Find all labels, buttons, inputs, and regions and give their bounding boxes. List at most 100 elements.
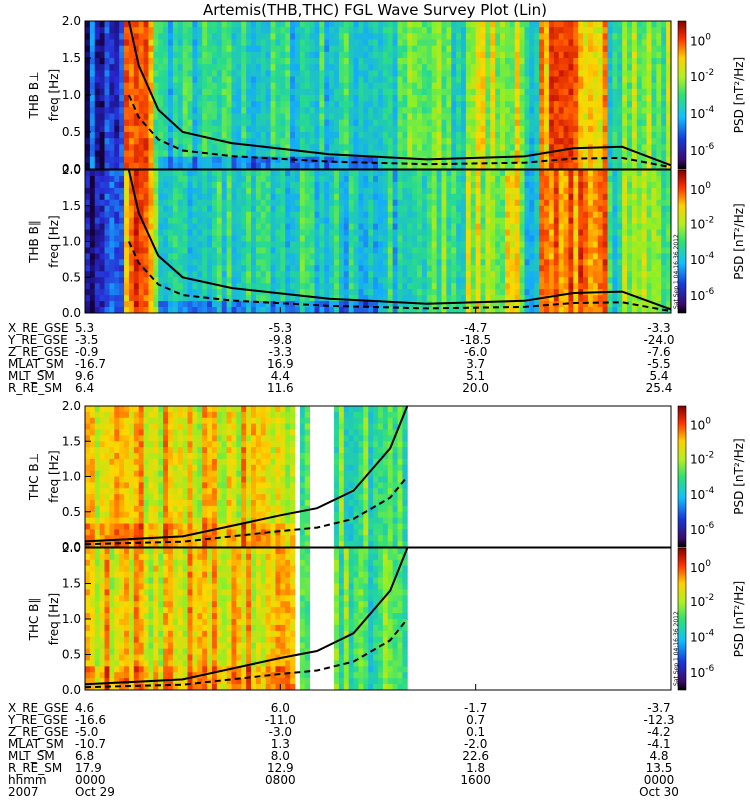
spectrogram-cell [109,150,115,158]
spectrogram-cell [168,253,174,260]
spectrogram-cell [231,217,237,225]
spectrogram-cell [421,199,428,207]
spectrogram-cell [387,283,394,290]
spectrogram-cell [128,265,135,272]
spectrogram-cell [363,247,369,254]
spectrogram-cell [319,217,325,225]
spectrogram-cell [294,144,301,151]
spectrogram-cell [627,33,633,40]
spectrogram-cell [558,27,564,34]
spectrogram-cell [231,211,237,219]
spectrogram-cell [407,45,413,53]
spectrogram-cell [172,193,179,201]
spectrogram-cell [544,39,550,47]
spectrogram-cell [382,39,389,47]
spectrogram-cell [182,95,188,102]
spectrogram-cell [319,125,325,133]
spectrogram-cell [490,277,496,284]
spectrogram-cell [548,144,555,151]
spectrogram-cell [314,277,320,284]
spectrogram-cell [329,253,335,260]
spectrogram-cell [182,247,188,254]
spectrogram-cell [143,132,149,139]
spectrogram-cell [387,150,394,158]
spectrogram-cell [495,211,501,219]
spectrogram-cell [387,247,394,254]
spectrogram-cell [661,144,667,151]
spectrogram-cell [329,156,335,164]
spectrogram-cell [285,283,291,290]
spectrogram-cell [294,76,301,84]
spectrogram-cell [475,64,481,71]
spectrogram-cell [207,144,213,151]
spectrogram-cell [314,39,320,47]
spectrogram-cell [309,33,315,40]
spectrogram-cell [529,119,535,127]
spectrogram-cell [89,223,96,230]
spectrogram-cell [470,107,477,114]
spectrogram-cell [197,144,203,151]
spectrogram-cell [172,175,179,183]
spectrogram-cell [304,241,311,248]
spectrogram-cell [368,235,374,242]
spectrogram-cell [329,229,335,236]
spectrogram-cell [319,199,325,207]
spectrogram-cell [461,265,467,272]
spectrogram-cell [231,223,237,230]
spectrogram-cell [163,187,169,195]
spectrogram-cell [241,27,247,34]
spectrogram-cell [192,39,198,47]
spectrogram-cell [378,64,384,71]
spectrogram-cell [373,33,379,40]
spectrogram-cell [407,211,413,219]
spectrogram-cell [221,82,228,90]
spectrogram-cell [285,156,291,164]
spectrogram-cell [251,175,257,183]
spectrogram-cell [231,33,237,40]
spectrogram-cell [153,82,159,90]
spectrogram-cell [202,187,208,195]
spectrogram-cell [270,271,276,278]
spectrogram-cell [172,82,179,90]
spectrogram-cell [216,265,223,272]
spectrogram-cell [465,307,472,313]
spectrogram-cell [563,125,569,133]
spectrogram-cell [114,162,120,169]
spectrogram-cell [407,144,413,151]
spectrogram-cell [431,199,437,207]
spectrogram-cell [378,162,384,169]
spectrogram-cell [436,113,442,121]
spectrogram-cell [500,138,506,145]
spectrogram-cell [251,138,257,145]
spectrogram-cell [368,150,374,158]
spectrogram-cell [94,150,101,158]
spectrogram-cell [500,175,506,183]
spectrogram-cell [417,295,423,302]
spectrogram-cell [607,58,613,65]
spectrogram-cell [387,70,394,77]
spectrogram-cell [99,307,105,313]
spectrogram-cell [402,51,408,59]
spectrogram-cell [397,247,403,254]
spectrogram-cell [456,150,462,158]
spectrogram-cell [94,27,101,34]
spectrogram-cell [402,113,408,121]
spectrogram-cell [524,76,530,84]
spectrogram-cell [485,253,491,260]
spectrogram-cell [119,162,125,169]
spectrogram-cell [509,193,516,201]
spectrogram-cell [417,150,423,158]
spectrogram-cell [529,39,535,47]
spectrogram-cell [294,289,301,296]
spectrogram-cell [119,51,125,59]
spectrogram-cell [519,70,525,77]
spectrogram-cell [368,253,374,260]
spectrogram-cell [285,199,291,207]
spectrogram-cell [436,229,442,236]
spectrogram-cell [124,156,130,164]
spectrogram-cell [553,76,560,84]
spectrogram-cell [578,58,584,65]
y-tick-label: 1.5 [62,51,81,65]
spectrogram-cell [168,259,174,266]
spectrogram-cell [446,33,452,40]
